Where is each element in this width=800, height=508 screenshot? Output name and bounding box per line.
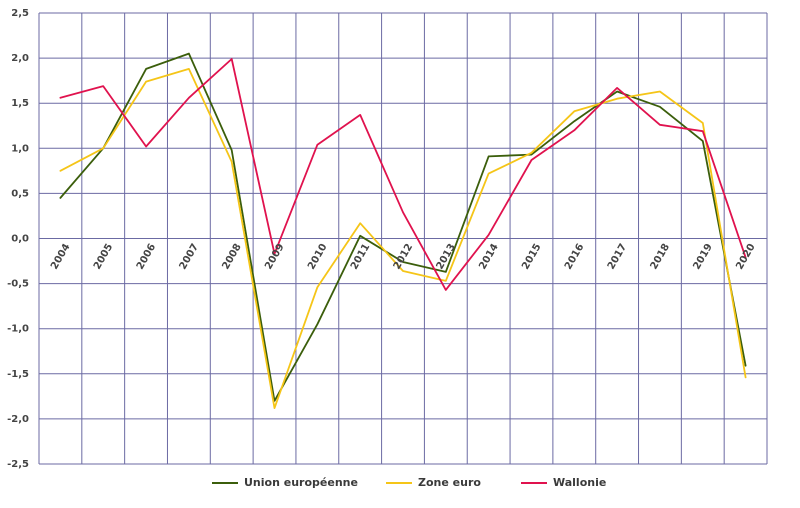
series-line-wallonie (59, 58, 747, 291)
legend-item-wallonie: Wallonie (521, 476, 606, 489)
series-line-zone-euro (59, 68, 747, 410)
x-tick-label: 2009 (263, 242, 286, 272)
x-tick-label: 2018 (649, 242, 672, 272)
x-tick-label: 2007 (178, 242, 201, 272)
legend-item-union-europeenne: Union européenne (212, 476, 358, 489)
legend-swatch (212, 481, 238, 484)
x-tick-label: 2013 (435, 242, 458, 272)
x-tick-label: 2015 (520, 242, 543, 272)
series-lines (59, 52, 747, 410)
legend-swatch (386, 481, 412, 484)
series-line-union-europ-enne (59, 52, 747, 402)
y-tick-label: -2,5 (7, 459, 29, 470)
legend-label: Zone euro (418, 476, 481, 489)
y-tick-label: 2,0 (11, 53, 29, 64)
x-tick-label: 2005 (92, 242, 115, 272)
x-axis-ticks: 2004 2005 2006 2007 2008 2009 2010 2011 2012 2013… (49, 242, 758, 272)
legend: Union européenne Zone euro Wallonie (0, 476, 800, 500)
y-tick-label: 0,0 (11, 234, 29, 245)
grid (38, 12, 768, 465)
x-tick-label: 2008 (220, 242, 243, 272)
x-tick-label: 2006 (135, 242, 158, 272)
y-tick-label: -0,5 (7, 279, 29, 290)
x-tick-label: 2014 (477, 242, 500, 272)
y-tick-label: 0,5 (11, 188, 29, 199)
y-tick-label: -2,0 (7, 414, 29, 425)
legend-label: Union européenne (244, 476, 358, 489)
y-axis-ticks: 2,5 2,0 1,5 1,0 0,5 0,0 -0,5 -1,0 -1,5 -2,0 -2,5 (7, 8, 29, 470)
x-tick-label: 2017 (606, 242, 629, 272)
x-tick-label: 2016 (563, 242, 586, 272)
legend-label: Wallonie (553, 476, 607, 489)
y-tick-label: -1,5 (7, 369, 29, 380)
x-tick-label: 2020 (734, 242, 757, 272)
y-tick-label: 1,0 (11, 143, 29, 154)
x-tick-label: 2011 (349, 242, 372, 272)
legend-swatch (521, 481, 547, 484)
y-tick-label: -1,0 (7, 324, 29, 335)
x-tick-label: 2010 (306, 242, 329, 272)
x-tick-label: 2004 (49, 242, 72, 272)
y-tick-label: 1,5 (11, 98, 29, 109)
y-tick-label: 2,5 (11, 8, 29, 19)
x-tick-label: 2019 (691, 242, 714, 272)
legend-item-zone-euro: Zone euro (386, 476, 481, 489)
